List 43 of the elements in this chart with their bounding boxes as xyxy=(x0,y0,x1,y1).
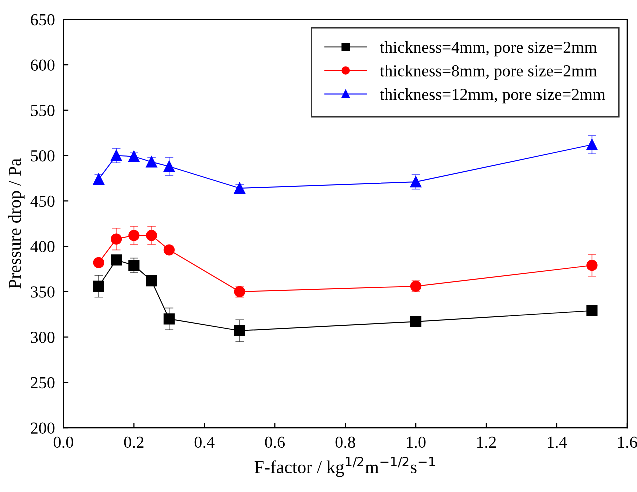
y-tick-label: 300 xyxy=(31,332,55,344)
point xyxy=(110,234,122,245)
y-tick-label: 650 xyxy=(31,14,55,26)
y-tick-label: 450 xyxy=(30,196,55,208)
y-tick-label: 600 xyxy=(31,60,55,71)
x-tick-label: 0.6 xyxy=(265,436,286,448)
x-tick-label: 1.0 xyxy=(407,436,426,448)
y-tick-label: 350 xyxy=(31,286,55,298)
point xyxy=(128,151,140,162)
point xyxy=(586,139,598,150)
point xyxy=(146,230,158,242)
point xyxy=(164,314,175,325)
x-tick-label: 0.2 xyxy=(124,436,144,448)
point xyxy=(410,176,422,188)
y-tick-label: 400 xyxy=(30,241,55,252)
x-tick-label: 0.8 xyxy=(336,436,356,448)
point xyxy=(128,230,140,242)
point xyxy=(164,161,175,172)
point xyxy=(410,316,422,328)
x-axis-title: F-factor / kg$^{1/2}$m$^{−1/2}$s$^{−1}$ xyxy=(254,457,436,478)
x-tick-label: 0.0 xyxy=(54,436,74,448)
y-tick-label: 500 xyxy=(31,150,55,162)
point xyxy=(146,156,158,168)
y-tick-label: 550 xyxy=(31,105,55,116)
point xyxy=(146,275,158,287)
point xyxy=(110,254,122,266)
x-tick-label: 0.4 xyxy=(194,436,215,448)
x-tick-label: 1.2 xyxy=(478,436,496,448)
point xyxy=(128,260,140,272)
y-tick-label: 200 xyxy=(31,422,55,434)
legend-label: thickness=4mm, pore size=2mm xyxy=(380,41,598,57)
point xyxy=(93,174,104,185)
legend-label: thickness=12mm, pore size=2mm xyxy=(380,88,606,104)
point xyxy=(586,260,598,272)
point xyxy=(586,305,598,317)
x-tick-label: 1.6 xyxy=(618,436,637,448)
x-tick-label: 1.4 xyxy=(548,436,568,448)
y-tick-label: 250 xyxy=(31,377,55,389)
point xyxy=(234,182,246,194)
point xyxy=(93,280,104,292)
y-axis-title: Pressure drop / Pa xyxy=(8,158,25,289)
point xyxy=(234,325,246,336)
legend-label: thickness=8mm, pore size=2mm xyxy=(380,65,598,80)
